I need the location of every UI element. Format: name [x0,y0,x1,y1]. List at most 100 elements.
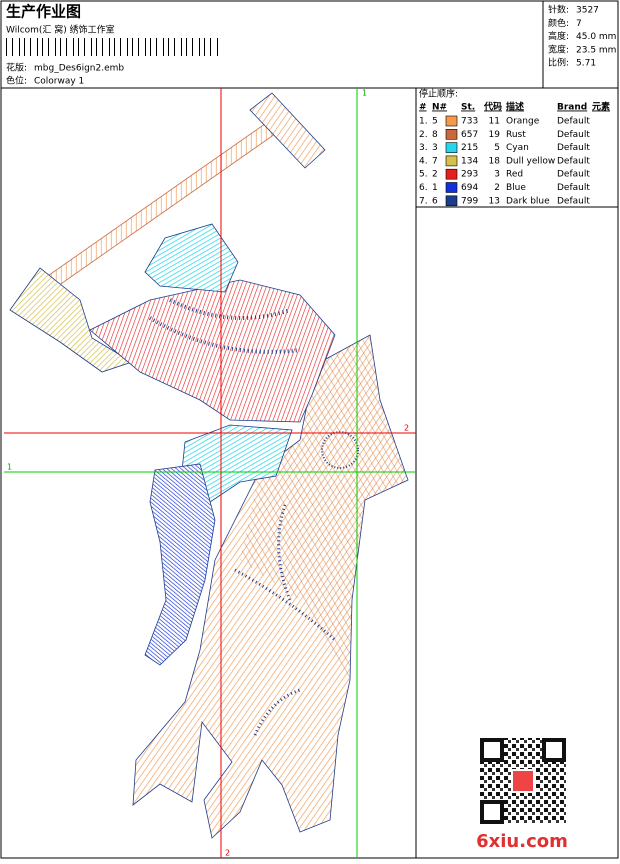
barcode [6,38,218,56]
guide-label: 2 [225,849,230,858]
bar-line [132,38,133,56]
order: 2. [419,130,428,140]
color-swatch [445,142,458,153]
description: Red [506,170,523,180]
bar-line [210,38,211,56]
description: Blue [506,183,526,193]
bar-line [102,38,103,56]
stat-label: 颜色: [548,17,569,29]
stitches: 134 [461,156,478,166]
bar-line [127,38,128,56]
bar-line [145,38,146,56]
bar-line [24,38,25,56]
stats: 针数: 3527 颜色: 7 高度: 45.0 mm 宽度: 23.5 mm 比例: 5.71 [548,4,616,69]
title: 生产作业图 [6,3,81,21]
bar-line [55,38,56,56]
color-swatch [445,129,458,140]
column-header: 代码 [483,101,502,113]
bar-line [204,38,205,56]
stat-label: 针数: [548,4,569,16]
stitches: 657 [461,130,478,140]
studio: Wilcom(汇 窝) 绣饰工作室 [6,24,115,36]
stitches: 799 [461,196,478,206]
bar-line [174,38,175,56]
design-label: 花版: [6,62,27,74]
bar-line [73,38,74,56]
bar-line [138,38,139,56]
guide-label: 2 [404,424,409,433]
bar-line [37,38,38,56]
brand: Default [557,156,590,166]
guide-label: 1 [7,463,12,472]
stop-sequence-table: # N# St. 代码 描述 Brand 元素1. 5 733 11 Orange Default2.… [419,101,610,207]
helmet [144,223,239,293]
column-header: # [419,103,427,113]
stitches: 293 [461,170,478,180]
stitches: 694 [461,183,478,193]
needle: 1 [432,183,438,193]
needle: 2 [432,170,438,180]
needle: 8 [432,130,438,140]
bar-line [91,38,92,56]
stat-value: 5.71 [576,59,596,69]
arm [9,267,133,373]
bar-line [12,38,13,56]
description: Cyan [506,143,529,153]
bar-line [78,38,79,56]
bar-line [60,38,61,56]
guides: 1 2 1 2 [4,88,416,858]
order: 7. [419,196,428,206]
bar-line [96,38,97,56]
color-swatch [445,168,458,180]
bar-line [19,38,20,56]
bar-line [30,38,31,56]
order: 3. [419,143,428,153]
order: 1. [419,117,428,127]
bar-line [42,38,43,56]
column-header: St. [461,103,475,113]
stat-label: 高度: [548,30,569,42]
brand: Default [557,183,590,193]
colorway-label: 色位: [6,75,27,87]
stitches: 215 [461,143,478,153]
column-header: N# [432,103,447,113]
bar-line [150,38,151,56]
bar-line [217,38,218,56]
brand: Default [557,130,590,140]
description: Dark blue [506,196,550,206]
horse-eye [321,431,359,469]
bar-line [163,38,164,56]
design: mbg_Des6ign2.emb [34,64,124,74]
horse-shade [240,335,408,680]
bar-line [6,38,7,56]
stitches: 733 [461,117,478,127]
watermark: 6xiu.com [476,831,568,852]
brand: Default [557,117,590,127]
bar-line [192,38,193,56]
bar-line [181,38,182,56]
bar-line [199,38,200,56]
guide-label: 1 [362,89,367,98]
code: 2 [494,183,500,193]
bar-line [168,38,169,56]
bar-line [84,38,85,56]
needle: 6 [432,196,438,206]
rider-torso [89,279,336,423]
brand: Default [557,170,590,180]
stat-label: 比例: [548,57,569,69]
stat-value: 3527 [576,6,599,16]
color-swatch [445,155,458,167]
description: Dull yellow [506,156,555,166]
order: 6. [419,183,428,193]
bar-line [66,38,67,56]
brand: Default [557,196,590,206]
order: 4. [419,156,428,166]
column-header: 描述 [506,101,524,113]
needle: 7 [432,156,438,166]
stat-label: 宽度: [548,43,569,55]
color-swatch [445,195,458,207]
colorway: Colorway 1 [34,77,84,87]
